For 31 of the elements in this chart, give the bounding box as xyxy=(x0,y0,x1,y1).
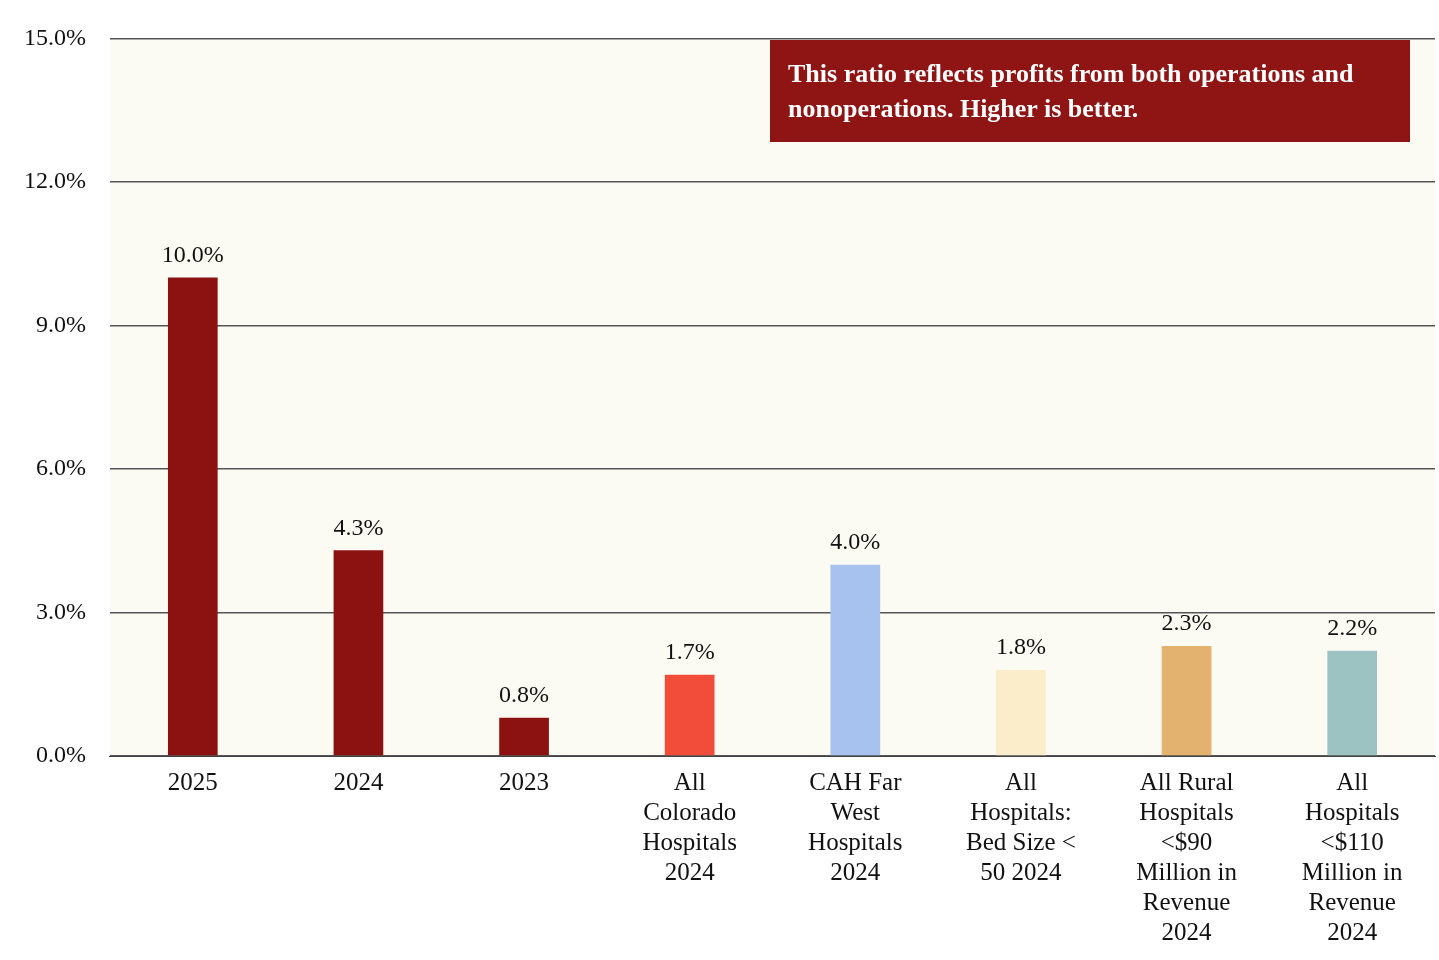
y-tick-label: 12.0% xyxy=(23,167,86,194)
data-label: 4.3% xyxy=(333,513,384,540)
y-tick-label: 9.0% xyxy=(35,310,86,337)
bar xyxy=(664,674,715,756)
x-tick-label: 2025 xyxy=(167,767,218,795)
data-label: 10.0% xyxy=(161,240,224,267)
y-tick-label: 0.0% xyxy=(35,741,86,768)
bar xyxy=(1161,645,1212,756)
bar xyxy=(1327,650,1378,756)
note-box: This ratio reflects profits from both operations and nonoperations. Higher is better. xyxy=(770,40,1410,142)
x-tick-label: 2023 xyxy=(499,767,550,795)
x-tick-label: All Hospitals <$110 Million in Revenue 2024 xyxy=(1301,767,1404,945)
bar xyxy=(167,277,218,756)
data-label: 2.2% xyxy=(1327,614,1378,641)
data-label: 1.7% xyxy=(664,637,715,664)
x-tick-label: 2024 xyxy=(333,767,384,795)
y-tick-label: 15.0% xyxy=(23,23,86,50)
data-label: 0.8% xyxy=(499,681,550,708)
x-tick-label: All Colorado Hospitals 2024 xyxy=(642,767,737,885)
bar xyxy=(830,564,881,756)
x-tick-label: All Hospitals: Bed Size < 50 2024 xyxy=(965,767,1076,885)
x-tick-label: All Rural Hospitals <$90 Million in Revenue 2024 xyxy=(1136,767,1238,945)
bar xyxy=(996,669,1046,756)
x-tick-label: CAH Far West Hospitals 2024 xyxy=(808,767,903,885)
bar xyxy=(333,550,384,756)
data-label: 4.0% xyxy=(830,527,881,554)
bar xyxy=(499,717,549,756)
data-label: 2.3% xyxy=(1161,609,1212,636)
y-tick-label: 6.0% xyxy=(35,454,86,481)
y-tick-label: 3.0% xyxy=(35,597,86,624)
data-label: 1.8% xyxy=(995,633,1046,660)
